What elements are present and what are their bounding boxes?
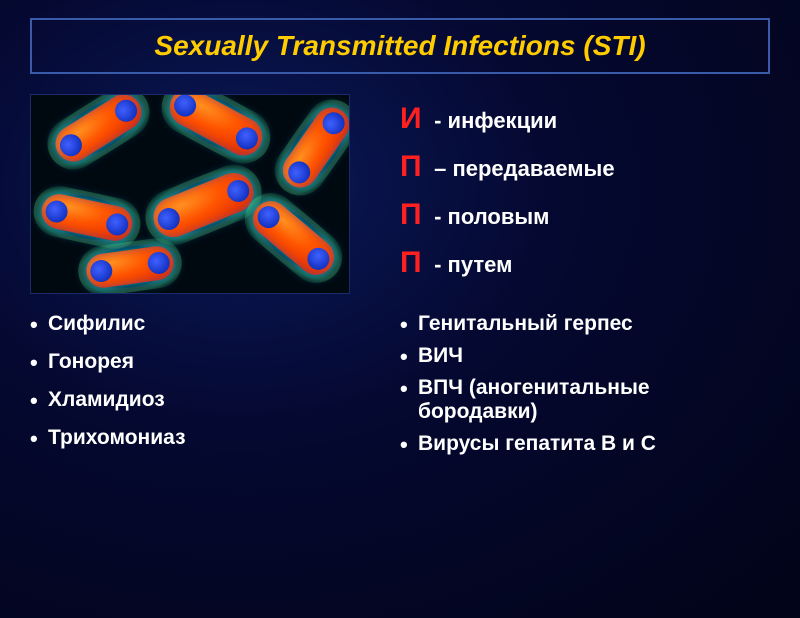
left-lower-column: Сифилис Гонорея Хламидиоз Трихомониаз [30, 312, 370, 464]
acronym-item: П - половым [400, 198, 770, 232]
bacteria-illustration [30, 94, 350, 294]
upper-content: И - инфекцииП – передаваемыеП - половымП… [0, 74, 800, 294]
bacterium-shape [163, 94, 269, 162]
bacterium-shape [246, 194, 342, 283]
list-item: Гонорея [48, 350, 370, 374]
acronym-list: И - инфекцииП – передаваемыеП - половымП… [400, 102, 770, 280]
acronym-word: - половым [428, 204, 549, 229]
list-item: Генитальный герпес [418, 312, 770, 336]
acronym-letter: П [400, 150, 428, 184]
acronym-letter: П [400, 246, 428, 280]
acronym-letter: И [400, 102, 428, 136]
right-disease-list: Генитальный герпес ВИЧ ВПЧ (аногенитальные… [400, 312, 770, 456]
acronym-letter: П [400, 198, 428, 232]
list-item: Сифилис [48, 312, 370, 336]
list-item: ВПЧ (аногенитальные бородавки) [418, 376, 770, 424]
right-lower-column: Генитальный герпес ВИЧ ВПЧ (аногенитальные… [400, 312, 770, 464]
acronym-word: – передаваемые [428, 156, 615, 181]
list-item: ВИЧ [418, 344, 770, 368]
list-item: Хламидиоз [48, 388, 370, 412]
list-item: Трихомониаз [48, 426, 370, 450]
bacterium-shape [38, 191, 135, 244]
slide-title: Sexually Transmitted Infections (STI) [52, 30, 748, 62]
bacterium-shape [147, 167, 259, 243]
right-column: И - инфекцииП – передаваемыеП - половымП… [400, 94, 770, 294]
left-column [30, 94, 370, 294]
acronym-word: - инфекции [428, 108, 557, 133]
left-disease-list: Сифилис Гонорея Хламидиоз Трихомониаз [30, 312, 370, 450]
acronym-word: - путем [428, 252, 512, 277]
acronym-item: П - путем [400, 246, 770, 280]
acronym-item: И - инфекции [400, 102, 770, 136]
lower-content: Сифилис Гонорея Хламидиоз Трихомониаз Генит… [0, 294, 800, 464]
title-box: Sexually Transmitted Infections (STI) [30, 18, 770, 74]
acronym-item: П – передаваемые [400, 150, 770, 184]
bacterium-shape [276, 101, 350, 195]
list-item: Вирусы гепатита В и С [418, 432, 770, 456]
bacterium-shape [49, 94, 149, 168]
bacterium-shape [84, 244, 176, 290]
